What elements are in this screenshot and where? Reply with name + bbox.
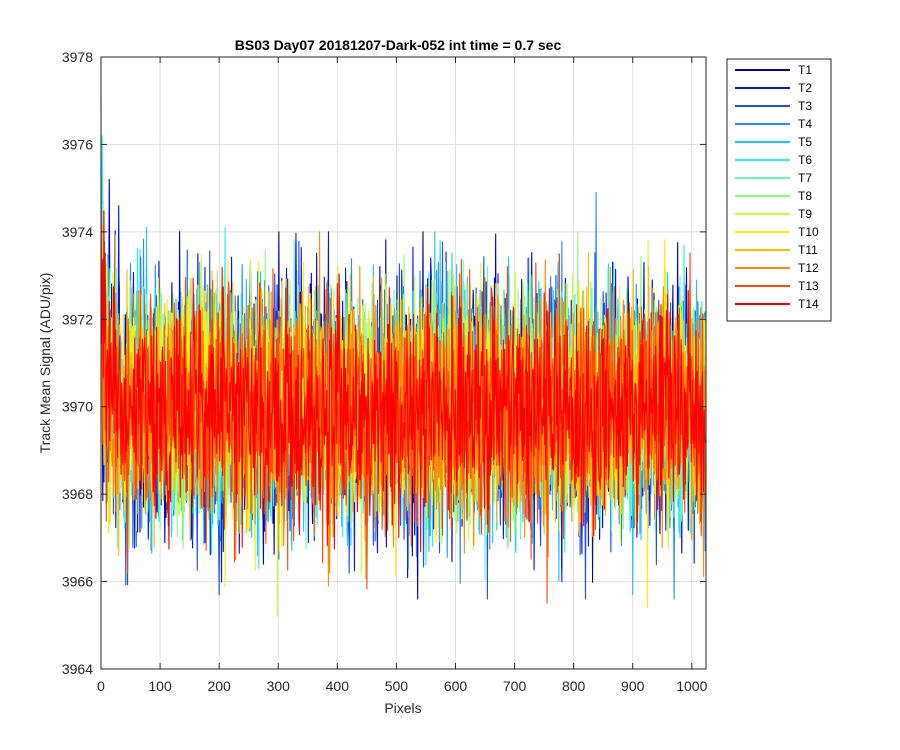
legend-label: T10: [798, 225, 819, 239]
x-tick-label: 200: [207, 678, 231, 694]
y-tick-label: 3970: [62, 399, 93, 415]
legend-label: T12: [798, 261, 819, 275]
x-tick-label: 900: [621, 678, 645, 694]
x-axis-label: Pixels: [384, 700, 421, 716]
legend-label: T13: [798, 279, 819, 293]
axis-ticks: 0 100 200 300 400 500 600 700 800 900 1000 3964 3966…: [62, 49, 708, 694]
chart-title: BS03 Day07 20181207-Dark-052 int time = …: [235, 37, 562, 53]
x-tick-label: 700: [503, 678, 527, 694]
x-tick-label: 800: [562, 678, 586, 694]
legend-label: T1: [798, 63, 812, 77]
legend[interactable]: T1 T2 T3 T4 T5 T6 T7 T8 T9 T10 T11 T12 T13 T14: [726, 58, 832, 322]
legend-label: T3: [798, 99, 812, 113]
y-tick-label: 3974: [62, 224, 93, 240]
series-line-t14: [101, 175, 706, 553]
legend-label: T6: [798, 153, 812, 167]
series-lines: [101, 100, 706, 618]
legend-label: T5: [798, 135, 812, 149]
legend-label: T11: [798, 243, 818, 257]
y-tick-label: 3968: [62, 486, 93, 502]
y-tick-label: 3978: [62, 49, 93, 65]
y-tick-label: 3976: [62, 136, 93, 152]
x-tick-label: 300: [267, 678, 291, 694]
legend-box: [726, 58, 832, 322]
x-tick-label: 0: [97, 678, 105, 694]
y-tick-label: 3972: [62, 311, 93, 327]
x-tick-label: 500: [385, 678, 409, 694]
legend-label: T9: [798, 207, 812, 221]
y-tick-label: 3966: [62, 574, 93, 590]
legend-label: T4: [798, 117, 812, 131]
x-tick-label: 100: [148, 678, 172, 694]
legend-label: T2: [798, 81, 812, 95]
legend-label: T7: [798, 171, 812, 185]
x-tick-label: 400: [326, 678, 350, 694]
y-tick-label: 3964: [62, 661, 93, 677]
x-tick-label: 600: [444, 678, 468, 694]
plot-frame: [100, 56, 707, 670]
legend-label: T8: [798, 189, 812, 203]
x-tick-label: 1000: [676, 678, 707, 694]
y-axis-label: Track Mean Signal (ADU/pix): [37, 273, 53, 454]
legend-label: T14: [798, 297, 819, 311]
